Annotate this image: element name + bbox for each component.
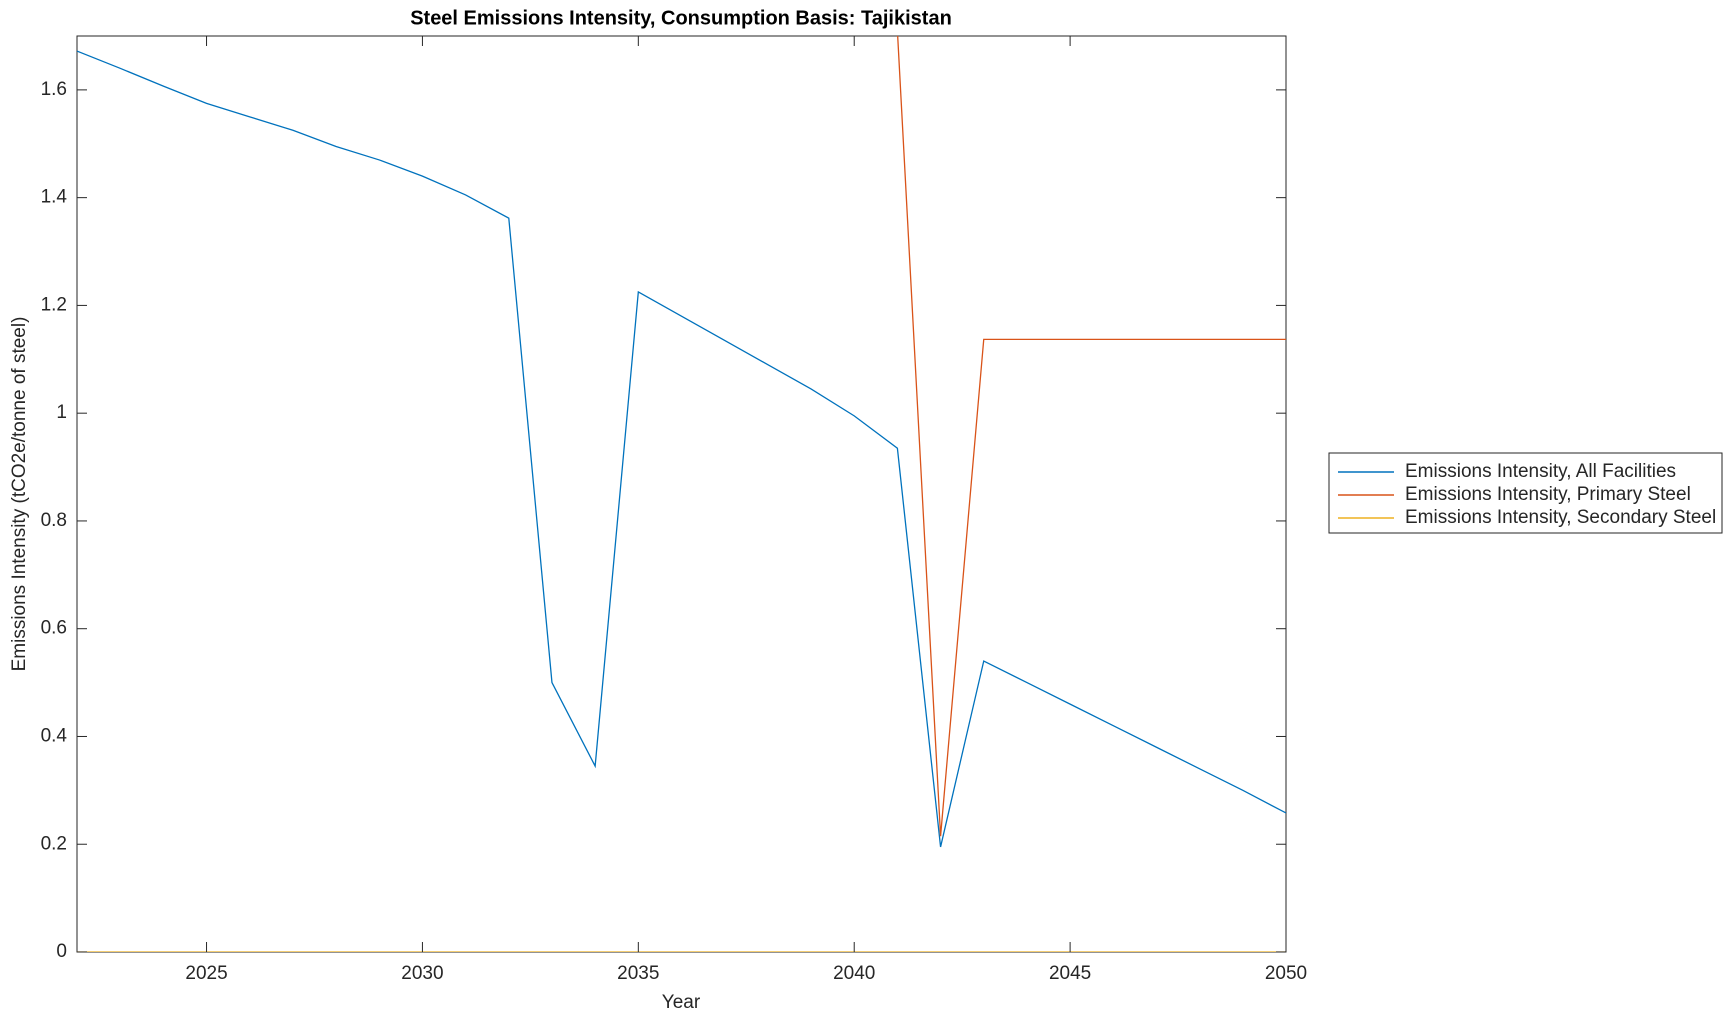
legend xyxy=(1328,452,1723,534)
y-tick-label: 0.6 xyxy=(41,618,67,639)
x-tick-label: 2035 xyxy=(617,963,659,984)
y-tick-label: 0 xyxy=(56,941,67,962)
y-tick-label: 0.2 xyxy=(41,833,67,854)
x-axis-label: Year xyxy=(662,992,701,1013)
y-tick-label: 1 xyxy=(56,402,67,423)
plot-lines xyxy=(77,36,1286,952)
x-tick-label: 2030 xyxy=(401,963,443,984)
series-line xyxy=(897,36,1286,837)
chart-title: Steel Emissions Intensity, Consumption B… xyxy=(410,7,952,29)
y-tick-label: 1.2 xyxy=(41,294,67,315)
x-tick-label: 2040 xyxy=(833,963,875,984)
y-tick-label: 1.6 xyxy=(41,79,67,100)
x-tick-label: 2045 xyxy=(1049,963,1091,984)
y-tick-label: 0.8 xyxy=(41,510,67,531)
plot-area xyxy=(76,35,1287,953)
series-line xyxy=(77,50,1286,848)
legend-label: Emissions Intensity, Primary Steel xyxy=(1405,484,1691,505)
legend-label: Emissions Intensity, All Facilities xyxy=(1405,461,1676,482)
y-tick-label: 0.4 xyxy=(41,725,68,746)
legend-label: Emissions Intensity, Secondary Steel xyxy=(1405,507,1716,528)
x-tick-label: 2050 xyxy=(1265,963,1307,984)
y-tick-label: 1.4 xyxy=(41,187,68,208)
y-axis-label: Emissions Intensity (tCO2e/tonne of stee… xyxy=(9,317,30,672)
x-tick-label: 2025 xyxy=(185,963,227,984)
